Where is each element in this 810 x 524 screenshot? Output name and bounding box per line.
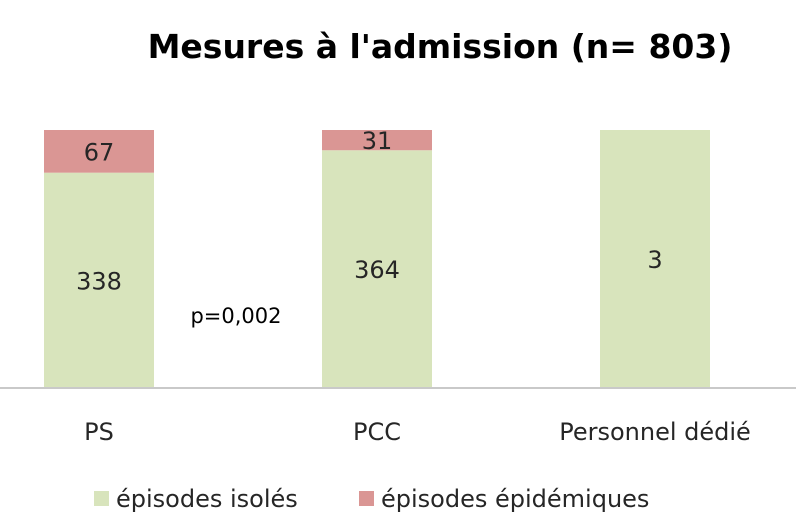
chart-title: Mesures à l'admission (n= 803) <box>148 27 733 66</box>
bar-pcc-episodes-epidemiques <box>322 130 432 151</box>
legend: épisodes isolés épisodes épidémiques <box>94 485 649 513</box>
category-label-ps: PS <box>84 418 114 446</box>
bars-group: 338 67 364 31 3 <box>44 127 710 388</box>
p-value-annotation: p=0,002 <box>190 304 281 328</box>
data-label-pcc-episodes-epidemiques: 31 <box>362 127 393 155</box>
bar-ps-episodes-isoles <box>44 172 154 388</box>
bar-personnel-dedie-episodes-isoles <box>600 130 710 388</box>
data-label-ps-episodes-epidemiques: 67 <box>84 138 115 166</box>
category-labels: PS PCC Personnel dédié <box>84 418 751 446</box>
category-label-pcc: PCC <box>353 418 401 446</box>
category-label-personnel-dedie: Personnel dédié <box>559 418 751 446</box>
bar-ps-episodes-epidemiques <box>44 130 154 173</box>
legend-swatch-episodes-epidemiques <box>359 491 374 506</box>
legend-swatch-episodes-isoles <box>94 491 109 506</box>
bar-pcc-episodes-isoles <box>322 150 432 388</box>
data-label-pcc-episodes-isoles: 364 <box>354 256 400 284</box>
data-label-ps-episodes-isoles: 338 <box>76 267 122 295</box>
legend-label-episodes-isoles: épisodes isolés <box>116 485 298 513</box>
data-label-personnel-dedie-episodes-isoles: 3 <box>647 246 662 274</box>
legend-label-episodes-epidemiques: épisodes épidémiques <box>381 485 649 513</box>
